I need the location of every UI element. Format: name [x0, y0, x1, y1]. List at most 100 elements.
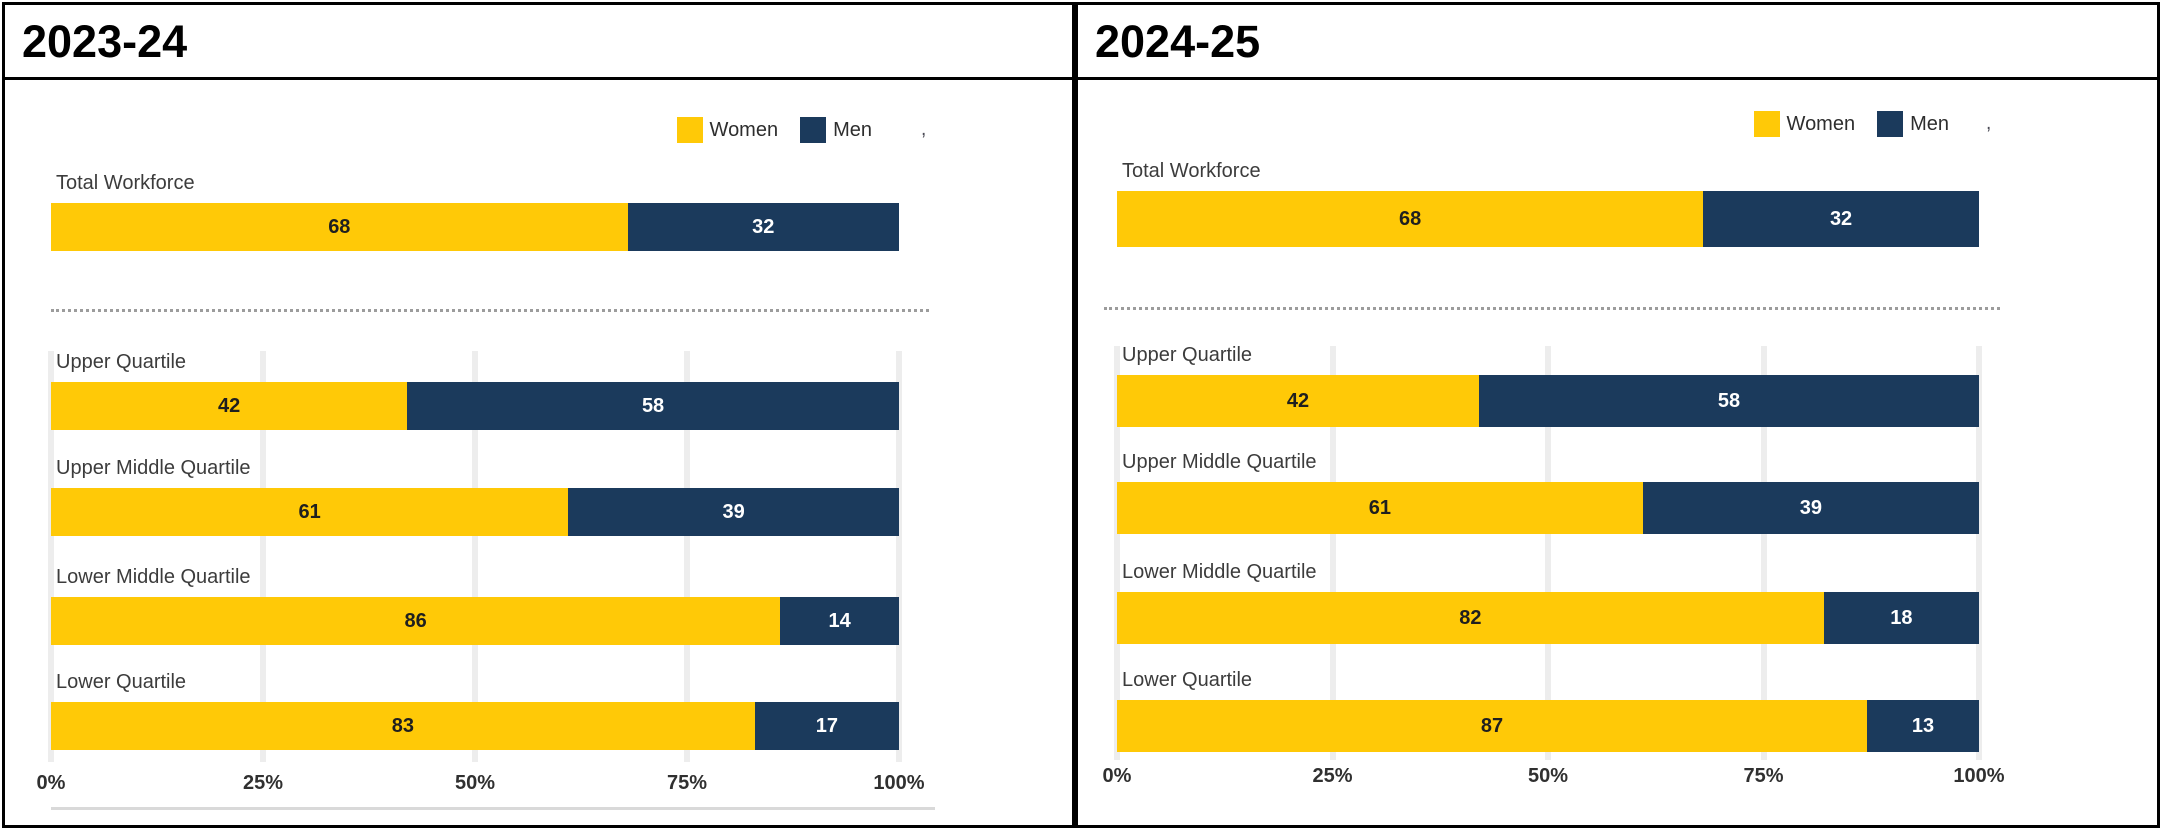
- category-label: Upper Quartile: [1122, 344, 1253, 366]
- women-bar-segment: 83: [51, 702, 755, 750]
- women-bar-segment: 68: [51, 203, 628, 251]
- stacked-bar-row: 68 32: [1117, 191, 1979, 247]
- stacked-bar-row: 86 14: [51, 597, 899, 645]
- women-bar-segment: 86: [51, 597, 781, 645]
- gridline: [260, 351, 266, 762]
- x-axis-tick-label: 50%: [454, 772, 496, 794]
- legend-item-men: Men: [1877, 111, 1949, 137]
- bar-value-label: 32: [1829, 208, 1853, 230]
- chart-2024-25: Total Workforce 68 32 Upper Quartile 42 58 Upp…: [1078, 80, 2157, 822]
- x-axis-tick-label: 0%: [1102, 765, 1132, 787]
- bar-value-label: 18: [1890, 607, 1913, 629]
- men-bar-segment: 39: [568, 488, 899, 536]
- bar-value-label: 61: [1368, 497, 1392, 519]
- bar-value-label: 39: [1799, 497, 1823, 519]
- panel-2023-24: 2023-24 Total Workforce 68 32 Upper Quartil…: [2, 2, 1075, 828]
- legend-item-men: Men: [800, 117, 872, 143]
- women-bar-segment: 87: [1117, 700, 1867, 752]
- bar-value-label: 14: [828, 610, 851, 632]
- women-swatch-icon: [676, 117, 703, 143]
- legend-artifact-mark: ,: [921, 119, 927, 140]
- bar-value-label: 42: [1286, 390, 1310, 412]
- panel-header-2023-24: 2023-24: [5, 5, 1072, 80]
- women-bar-segment: 82: [1117, 592, 1824, 644]
- men-bar-segment: 13: [1866, 700, 1979, 752]
- stacked-bar-row: 61 39: [51, 488, 899, 536]
- stacked-bar-row: 82 18: [1117, 592, 1979, 644]
- chart-2023-24: Total Workforce 68 32 Upper Quartile 42 58 Upp…: [5, 80, 1072, 822]
- dotted-separator-line: [51, 309, 929, 312]
- category-label: Lower Quartile: [56, 671, 187, 693]
- x-axis-tick-label: 25%: [1312, 765, 1353, 787]
- panel-2024-25: 2024-25 Total Workforce 68 32 Upper Quartil…: [1075, 2, 2160, 828]
- x-axis-tick-label: 50%: [1527, 765, 1569, 787]
- bar-value-label: 61: [298, 501, 321, 523]
- women-bar-segment: 42: [51, 382, 408, 430]
- x-axis-tick-label: 25%: [242, 772, 284, 794]
- x-axis-tick-label: 100%: [1953, 765, 2005, 787]
- legend-item-women: Women: [676, 117, 779, 143]
- women-bar-segment: 61: [1117, 482, 1643, 534]
- stacked-bar-row: 87 13: [1117, 700, 1979, 752]
- gridline: [48, 351, 54, 762]
- x-axis-tick-label: 0%: [36, 772, 66, 794]
- legend-label: Women: [1786, 112, 1856, 135]
- category-label: Lower Middle Quartile: [56, 566, 251, 588]
- men-bar-segment: 32: [627, 203, 899, 251]
- women-bar-segment: 61: [51, 488, 569, 536]
- bar-value-label: 58: [1717, 390, 1741, 412]
- legend-label: Women: [709, 118, 779, 141]
- gridline: [896, 351, 902, 762]
- stacked-bar-row: 83 17: [51, 702, 899, 750]
- bar-value-label: 39: [722, 501, 745, 523]
- men-bar-segment: 17: [754, 702, 899, 750]
- gridline: [1545, 346, 1551, 760]
- panel-title-2023-24: 2023-24: [22, 15, 188, 67]
- men-bar-segment: 14: [780, 597, 899, 645]
- legend: Women Men: [676, 117, 872, 143]
- bar-value-label: 13: [1911, 715, 1935, 737]
- men-bar-segment: 32: [1703, 191, 1979, 247]
- women-bar-segment: 42: [1117, 375, 1480, 427]
- category-label: Total Workforce: [56, 172, 195, 194]
- legend-label: Men: [1910, 112, 1949, 135]
- men-swatch-icon: [1877, 111, 1904, 137]
- legend-item-women: Women: [1753, 111, 1856, 137]
- panel-title-2024-25: 2024-25: [1095, 15, 1261, 67]
- women-swatch-icon: [1753, 111, 1780, 137]
- bar-value-label: 42: [217, 395, 241, 417]
- bar-value-label: 83: [391, 715, 415, 737]
- gridline: [1976, 346, 1982, 760]
- men-bar-segment: 39: [1642, 482, 1979, 534]
- category-label: Lower Quartile: [1122, 669, 1253, 691]
- category-label: Total Workforce: [1122, 160, 1261, 182]
- gridline: [684, 351, 690, 762]
- gridline: [1760, 346, 1767, 760]
- men-bar-segment: 58: [1479, 375, 1979, 427]
- stacked-bar-row: 42 58: [51, 382, 899, 430]
- gridline: [1329, 346, 1336, 760]
- bar-value-label: 58: [641, 395, 665, 417]
- dotted-separator-line: [1104, 307, 2000, 310]
- men-bar-segment: 58: [407, 382, 899, 430]
- x-axis-tick-label: 75%: [1743, 765, 1784, 787]
- category-label: Upper Middle Quartile: [56, 457, 251, 479]
- x-axis-tick-label: 100%: [873, 772, 925, 794]
- legend: Women Men: [1753, 111, 1949, 137]
- bar-value-label: 17: [815, 715, 839, 737]
- bar-value-label: 32: [752, 216, 775, 238]
- bar-value-label: 87: [1480, 715, 1504, 737]
- women-bar-segment: 68: [1117, 191, 1704, 247]
- bar-value-label: 68: [1398, 208, 1422, 230]
- gridline: [1114, 346, 1120, 760]
- bar-value-label: 86: [404, 610, 427, 632]
- category-label: Lower Middle Quartile: [1122, 561, 1317, 583]
- stacked-bar-row: 61 39: [1117, 482, 1979, 534]
- gridline: [472, 351, 478, 762]
- x-axis-tick-label: 75%: [666, 772, 708, 794]
- stacked-bar-row: 68 32: [51, 203, 899, 251]
- legend-label: Men: [833, 118, 872, 141]
- legend-artifact-mark: ,: [1986, 113, 1992, 134]
- stacked-bar-row: 42 58: [1117, 375, 1979, 427]
